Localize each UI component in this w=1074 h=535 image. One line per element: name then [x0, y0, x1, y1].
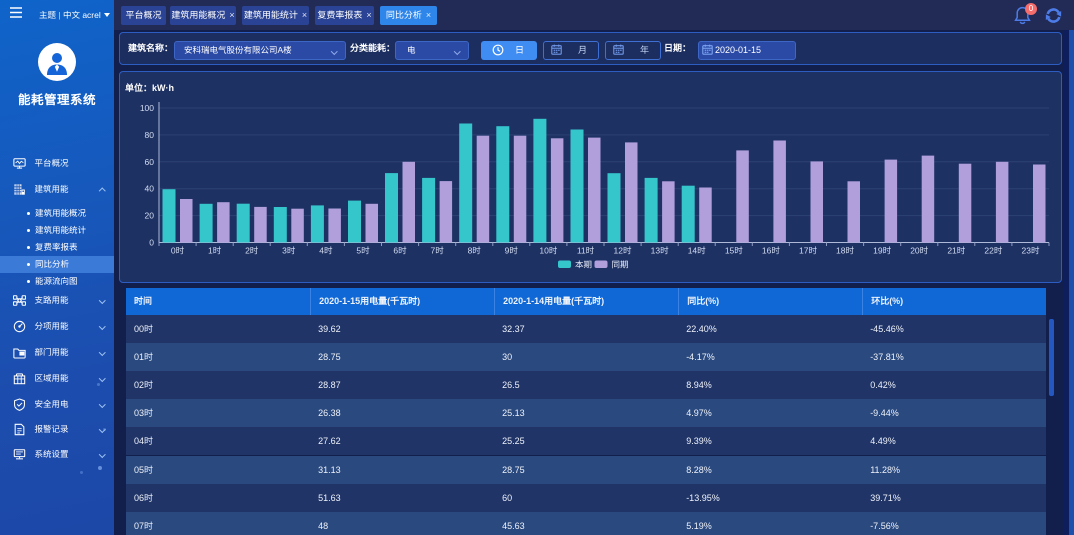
svg-text:3时: 3时 — [282, 246, 296, 256]
svg-text:6时: 6时 — [393, 246, 407, 256]
svg-text:2时: 2时 — [245, 246, 259, 256]
svg-text:15时: 15时 — [725, 246, 743, 256]
svg-text:10时: 10时 — [539, 246, 557, 256]
svg-text:19时: 19时 — [873, 246, 891, 256]
svg-text:9时: 9时 — [505, 246, 519, 256]
svg-text:21时: 21时 — [947, 246, 965, 256]
svg-text:5时: 5时 — [356, 246, 370, 256]
svg-text:同期: 同期 — [612, 260, 629, 270]
svg-text:0: 0 — [149, 238, 154, 248]
svg-text:18时: 18时 — [836, 246, 854, 256]
svg-text:本期: 本期 — [575, 260, 592, 270]
svg-text:80: 80 — [145, 130, 155, 140]
svg-text:7时: 7时 — [430, 246, 444, 256]
svg-text:40: 40 — [145, 184, 155, 194]
svg-text:16时: 16时 — [762, 246, 780, 256]
svg-text:22时: 22时 — [984, 246, 1002, 256]
svg-text:1时: 1时 — [208, 246, 222, 256]
svg-text:60: 60 — [145, 157, 155, 167]
svg-text:100: 100 — [140, 103, 154, 113]
svg-text:13时: 13时 — [651, 246, 669, 256]
svg-text:17时: 17时 — [799, 246, 817, 256]
svg-text:14时: 14时 — [688, 246, 706, 256]
svg-text:20: 20 — [145, 211, 155, 221]
svg-text:8时: 8时 — [468, 246, 482, 256]
svg-text:20时: 20时 — [910, 246, 928, 256]
svg-text:11时: 11时 — [577, 246, 595, 256]
svg-text:4时: 4时 — [319, 246, 333, 256]
svg-text:0时: 0时 — [171, 246, 185, 256]
svg-text:12时: 12时 — [614, 246, 632, 256]
svg-text:23时: 23时 — [1022, 246, 1040, 256]
